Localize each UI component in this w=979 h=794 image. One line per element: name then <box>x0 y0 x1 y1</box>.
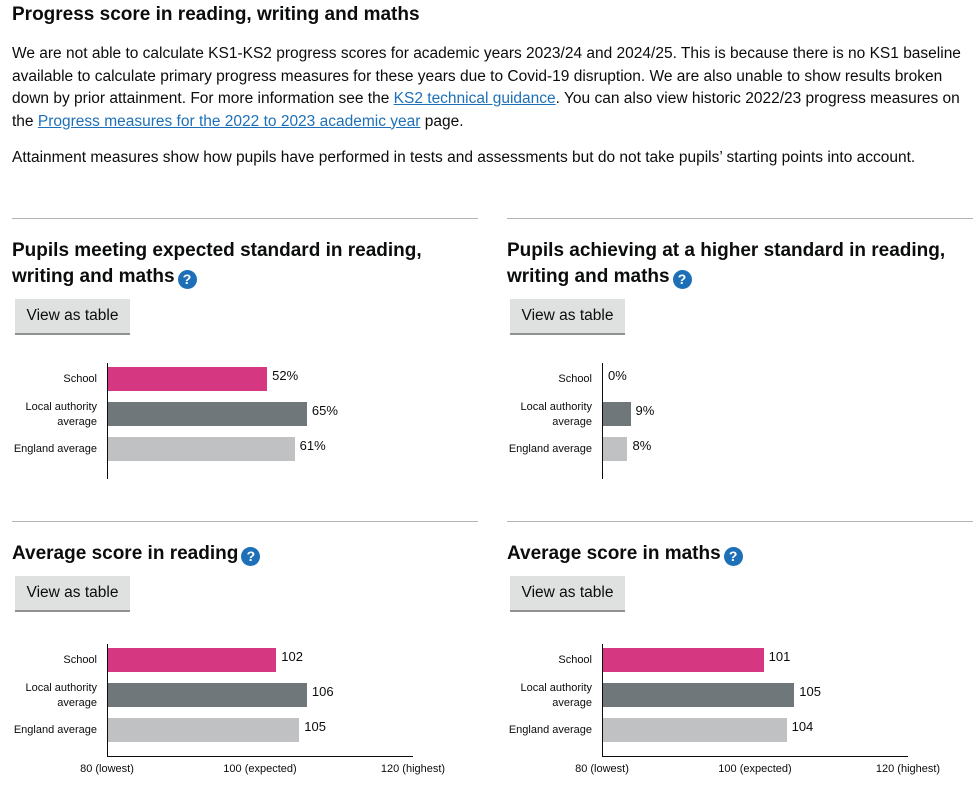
category-label: Local authority average <box>520 401 592 428</box>
bar-school <box>108 367 268 391</box>
data-label: 102 <box>281 649 303 664</box>
chart-panel-expected-standard: Pupils meeting expected standard in read… <box>12 218 478 518</box>
data-label: 104 <box>791 719 814 734</box>
chart-axis-line <box>602 363 603 479</box>
x-tick-label: 120 (highest) <box>875 763 941 775</box>
data-label: 9% <box>635 403 655 418</box>
category-label: School <box>558 373 592 385</box>
help-icon[interactable]: ? <box>177 270 197 289</box>
x-tick-label: 100 (expected) <box>718 763 792 775</box>
chart-title: Pupils achieving at a higher standard in… <box>507 238 973 290</box>
chart-title-text: Pupils achieving at a higher standard in… <box>507 240 946 287</box>
chart-axis-line <box>107 644 108 756</box>
chart-x-axis <box>602 756 908 757</box>
ks2-technical-guidance-link[interactable]: KS2 technical guidance <box>393 90 556 107</box>
x-tick-label: 120 (highest) <box>380 763 446 775</box>
attainment-note: Attainment measures show how pupils have… <box>12 149 916 166</box>
view-as-table-button[interactable]: View as table <box>510 299 625 333</box>
category-label: England average <box>13 443 97 455</box>
data-label: 106 <box>311 684 334 699</box>
category-label: England average <box>508 443 592 455</box>
category-label: Local authority average <box>25 401 97 428</box>
category-label: School <box>63 373 97 385</box>
bar-school <box>108 648 277 672</box>
help-icon[interactable]: ? <box>672 270 692 289</box>
bar-local-authority <box>603 402 631 426</box>
page-title: Progress score in reading, writing and m… <box>12 4 420 25</box>
data-label: 105 <box>304 719 326 734</box>
x-tick-label: 80 (lowest) <box>575 763 629 775</box>
view-as-table-button[interactable]: View as table <box>15 576 130 610</box>
intro-text-3: page. <box>420 112 464 130</box>
help-icon[interactable]: ? <box>241 547 261 566</box>
chart-title-text: Average score in maths <box>507 543 721 564</box>
chart-x-axis <box>107 756 413 757</box>
category-label: Local authority average <box>25 682 97 709</box>
intro-text-2: . You can also view historic 2022/23 pro… <box>12 90 960 130</box>
data-label: 101 <box>768 649 791 664</box>
category-label: School <box>63 654 97 666</box>
chart-title-text: Average score in reading <box>12 543 239 564</box>
bar-england <box>108 437 295 461</box>
data-label: 65% <box>311 403 338 418</box>
data-label: 105 <box>799 684 821 699</box>
help-icon[interactable]: ? <box>723 547 743 566</box>
data-label: 52% <box>272 368 299 383</box>
bar-england <box>108 718 300 742</box>
chart-axis-line <box>107 363 108 479</box>
x-tick-label: 100 (expected) <box>223 763 297 775</box>
data-label: 8% <box>632 438 652 453</box>
category-label: England average <box>13 724 97 736</box>
chart-title-text: Pupils meeting expected standard in read… <box>12 240 422 287</box>
data-label: 61% <box>299 438 326 453</box>
chart-panel-higher-standard: Pupils achieving at a higher standard in… <box>507 218 973 518</box>
data-label: 0% <box>608 368 627 383</box>
bar-school <box>603 648 764 672</box>
chart-panel-reading-score: Average score in reading? View as table … <box>12 521 478 794</box>
bar-england <box>603 718 787 742</box>
category-label: School <box>558 654 592 666</box>
chart-panel-maths-score: Average score in maths? View as table Sc… <box>507 521 973 794</box>
progress-measures-2022-2023-link[interactable]: Progress measures for the 2022 to 2023 a… <box>37 112 421 130</box>
progress-intro: We are not able to calculate KS1-KS2 pro… <box>12 43 974 133</box>
chart-title: Pupils meeting expected standard in read… <box>12 238 478 290</box>
bar-local-authority <box>603 683 795 707</box>
chart-title: Average score in maths? <box>507 541 973 567</box>
intro-text-1: We are not able to calculate KS1-KS2 pro… <box>12 45 961 107</box>
view-as-table-button[interactable]: View as table <box>15 299 130 333</box>
x-tick-label: 80 (lowest) <box>80 763 134 775</box>
chart-title: Average score in reading? <box>12 541 478 567</box>
bar-england <box>603 437 628 461</box>
bar-local-authority <box>108 402 307 426</box>
category-label: Local authority average <box>520 682 592 709</box>
category-label: England average <box>508 724 592 736</box>
view-as-table-button[interactable]: View as table <box>510 576 625 610</box>
chart-axis-line <box>602 644 603 756</box>
bar-local-authority <box>108 683 307 707</box>
